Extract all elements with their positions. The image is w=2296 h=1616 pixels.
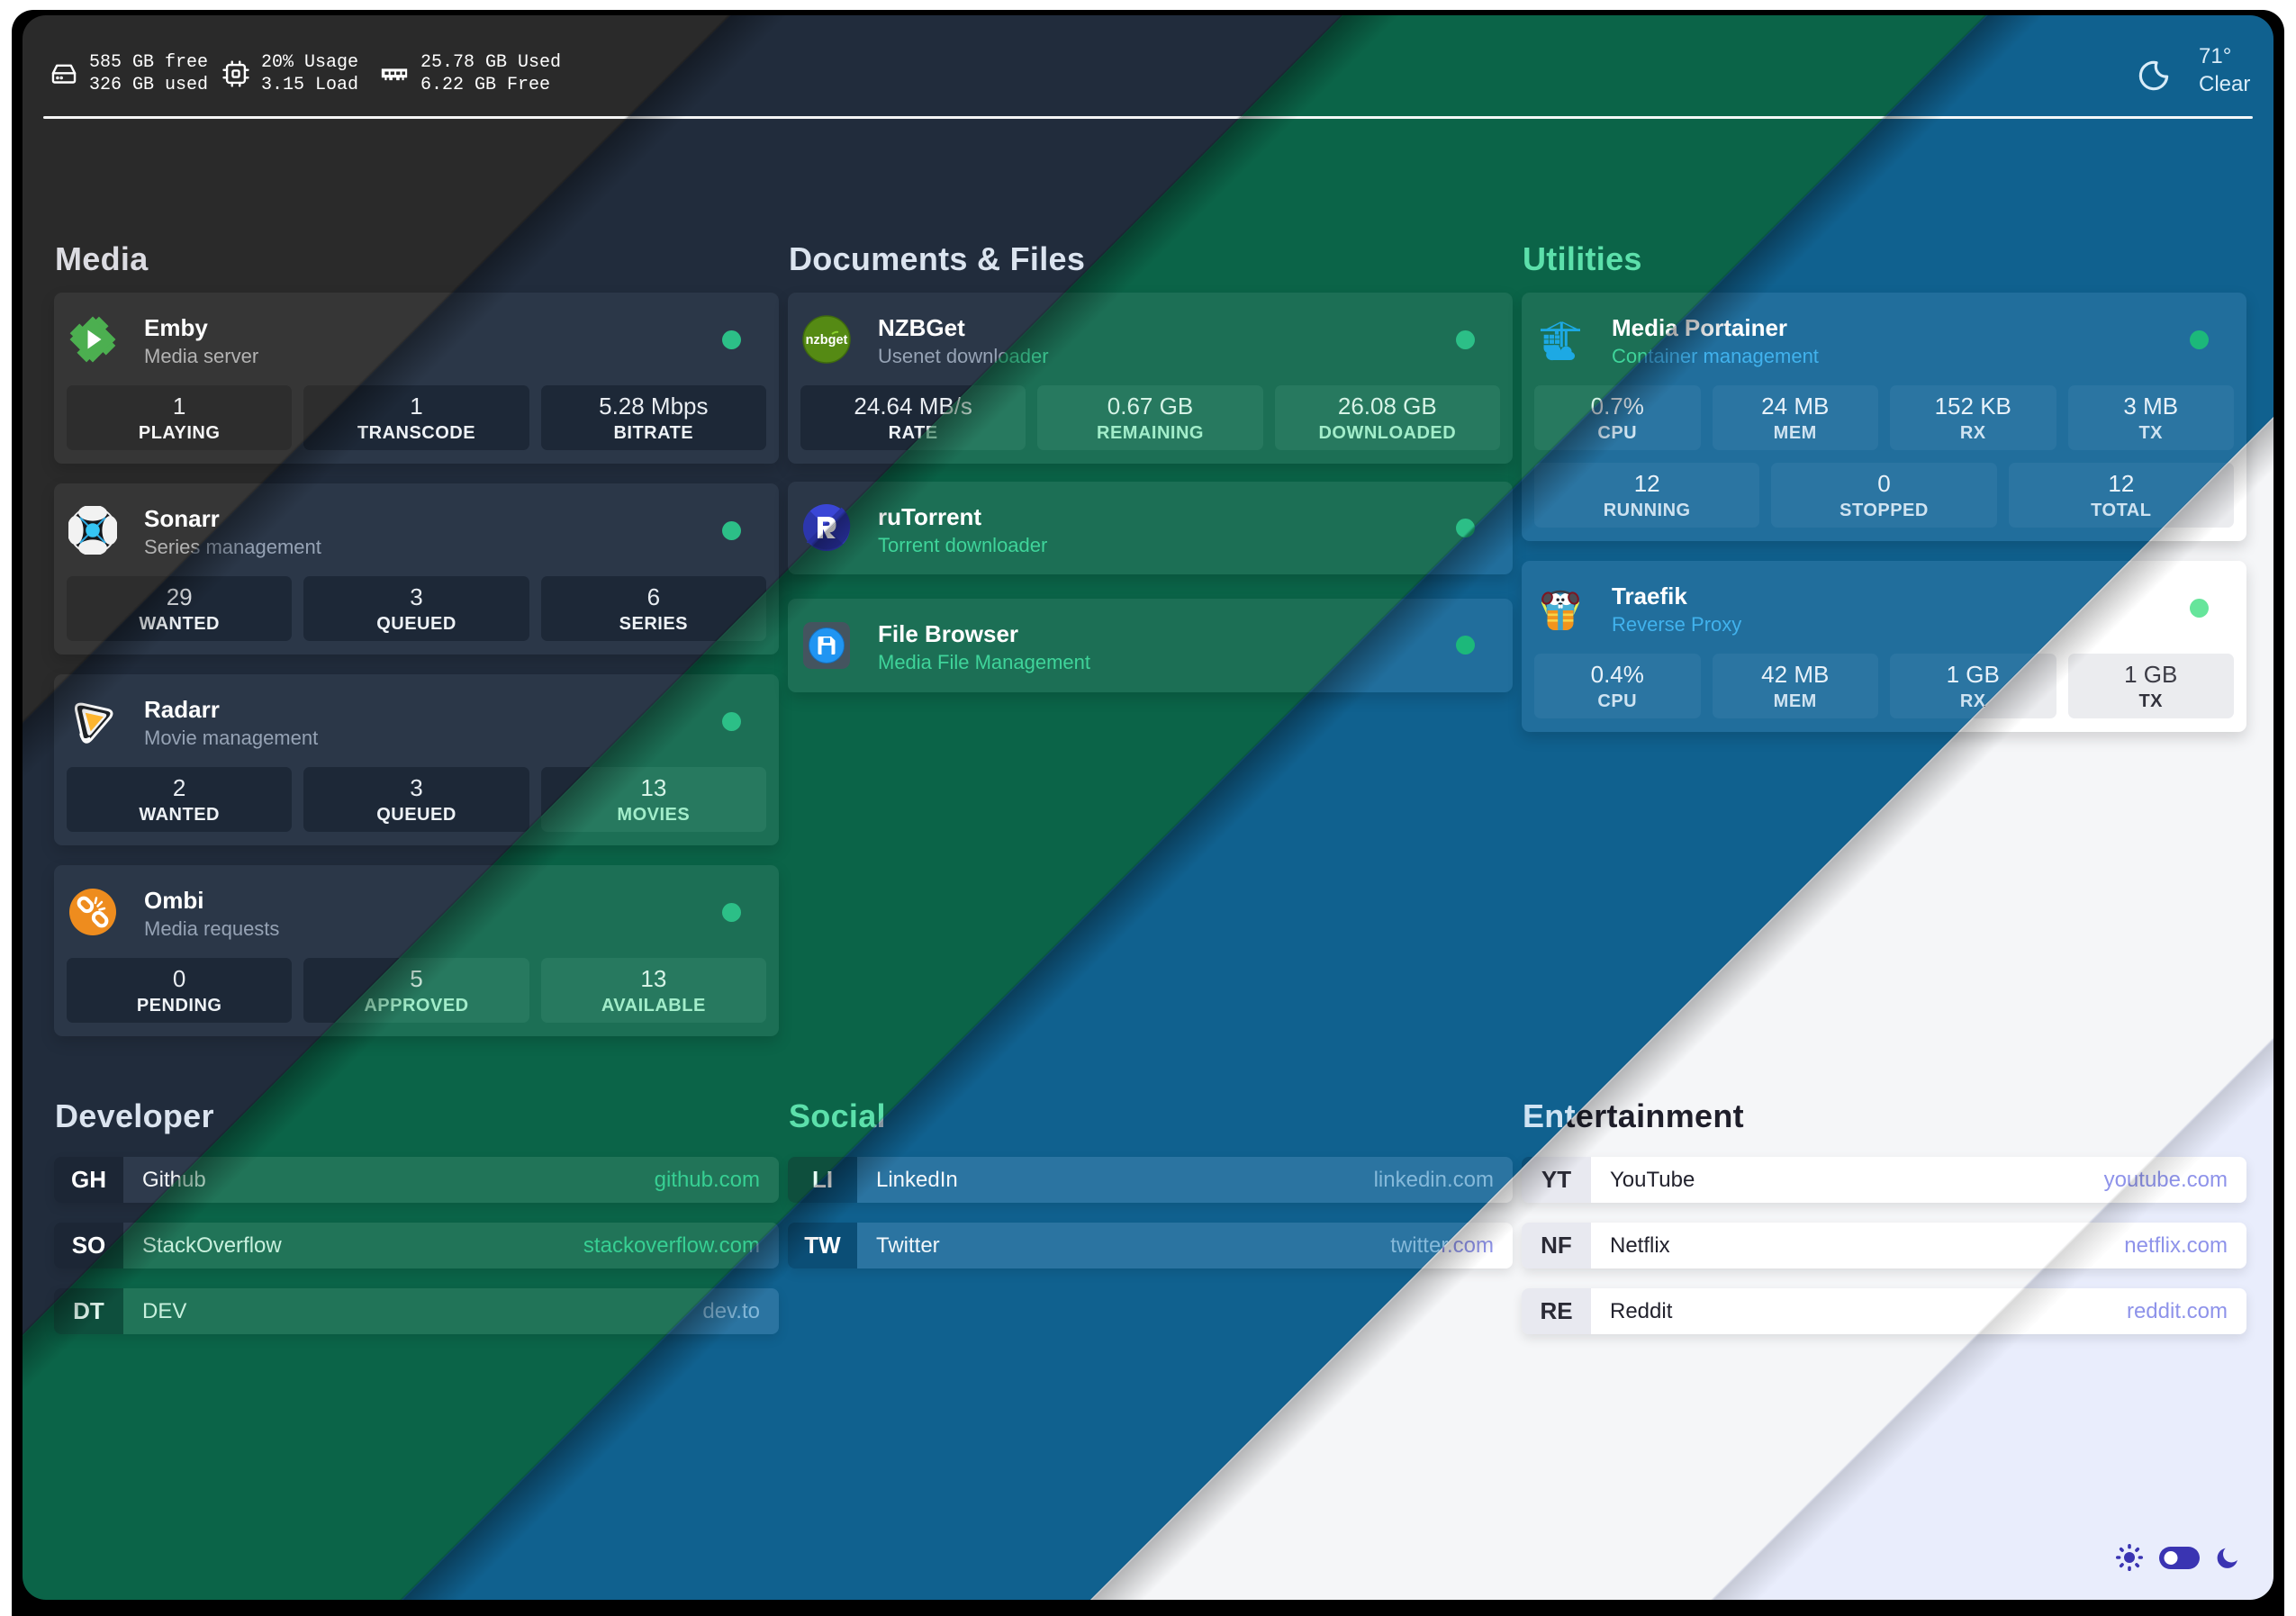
svg-text:nzbget: nzbget [806,333,848,348]
